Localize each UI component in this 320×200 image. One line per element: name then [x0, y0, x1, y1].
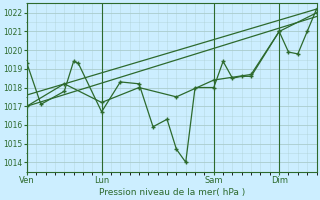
X-axis label: Pression niveau de la mer( hPa ): Pression niveau de la mer( hPa )	[99, 188, 245, 197]
